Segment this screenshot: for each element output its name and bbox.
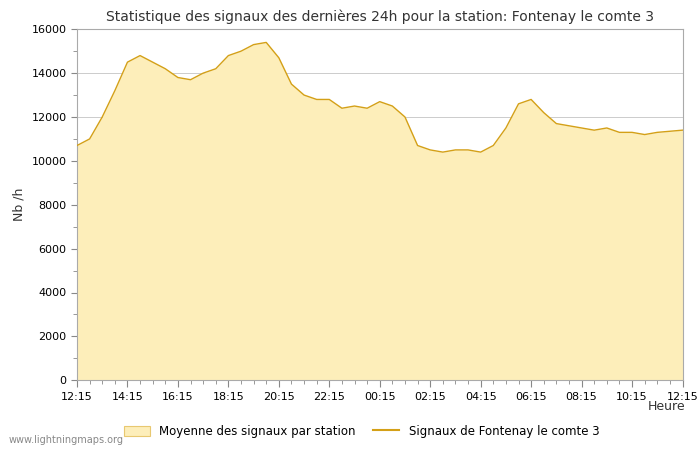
Text: www.lightningmaps.org: www.lightningmaps.org bbox=[8, 435, 123, 445]
Legend: Moyenne des signaux par station, Signaux de Fontenay le comte 3: Moyenne des signaux par station, Signaux… bbox=[119, 420, 604, 443]
Y-axis label: Nb /h: Nb /h bbox=[13, 188, 26, 221]
X-axis label: Heure: Heure bbox=[648, 400, 685, 413]
Title: Statistique des signaux des dernières 24h pour la station: Fontenay le comte 3: Statistique des signaux des dernières 24… bbox=[106, 9, 654, 24]
